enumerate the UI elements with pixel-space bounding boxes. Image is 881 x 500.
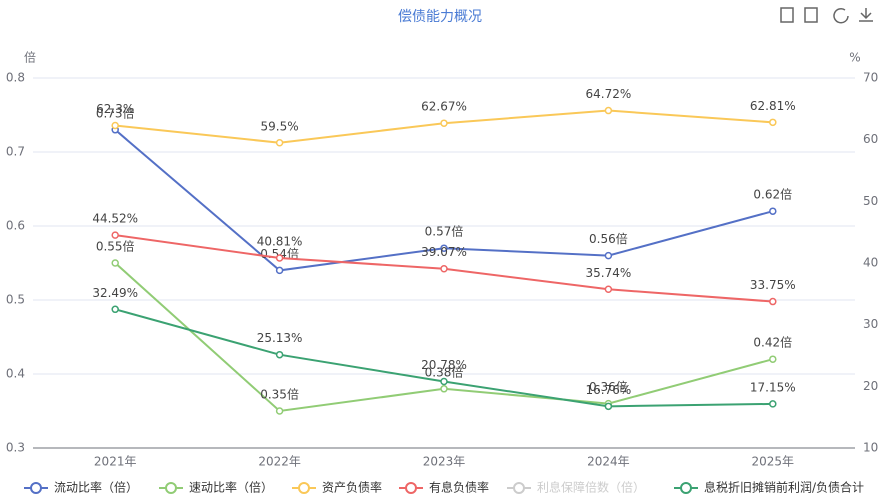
data-point bbox=[111, 231, 119, 239]
data-label: 39.07% bbox=[421, 245, 467, 259]
y-tick-label: 0.5 bbox=[6, 293, 25, 307]
tool-save[interactable] bbox=[780, 7, 794, 23]
x-tick-label: 2022年 bbox=[258, 455, 301, 469]
data-point bbox=[769, 297, 777, 306]
data-label: 0.42倍 bbox=[753, 335, 792, 350]
data-label: 32.49% bbox=[92, 286, 138, 300]
y2-tick-label: 40 bbox=[863, 256, 878, 270]
x-tick-label: 2025年 bbox=[752, 455, 795, 469]
tool-restore[interactable] bbox=[833, 8, 849, 24]
data-point bbox=[440, 264, 448, 273]
x-tick-label: 2024年 bbox=[587, 455, 630, 469]
toolbar[interactable] bbox=[780, 7, 873, 24]
data-point bbox=[769, 355, 777, 363]
data-point bbox=[440, 377, 448, 386]
data-label: 0.56倍 bbox=[589, 231, 628, 246]
legend-marker bbox=[165, 482, 177, 494]
legend-marker bbox=[405, 482, 417, 494]
data-point bbox=[769, 118, 777, 127]
data-label: 0.38倍 bbox=[425, 364, 464, 379]
data-label: 62.3% bbox=[96, 102, 134, 116]
y2-tick-label: 20 bbox=[863, 379, 878, 393]
y-axis-label: 倍 bbox=[24, 50, 36, 65]
data-label: 0.35倍 bbox=[260, 387, 299, 402]
legend-item[interactable]: 流动比率（倍） bbox=[24, 480, 138, 495]
data-label: 62.81% bbox=[750, 99, 796, 113]
y-tick-label: 0.8 bbox=[6, 71, 25, 85]
data-point bbox=[275, 139, 284, 147]
data-point bbox=[275, 407, 284, 415]
legend-marker bbox=[298, 482, 310, 494]
legend-item[interactable]: 息税折旧摊销前利润/负债合计 bbox=[674, 480, 864, 495]
tool-download[interactable] bbox=[859, 8, 873, 22]
legend-label: 有息负债率 bbox=[429, 480, 489, 495]
data-point bbox=[604, 285, 613, 294]
y2-tick-label: 70 bbox=[863, 71, 878, 85]
data-label: 40.81% bbox=[257, 235, 303, 249]
data-label: 16.76% bbox=[586, 383, 632, 397]
data-label: 35.74% bbox=[586, 266, 632, 280]
data-label: 0.55倍 bbox=[96, 239, 135, 254]
data-point bbox=[111, 259, 119, 267]
legend-label: 利息保障倍数（倍） bbox=[537, 480, 645, 495]
x-tick-label: 2021年 bbox=[94, 455, 137, 469]
y-tick-label: 0.4 bbox=[6, 367, 25, 381]
legend-marker bbox=[680, 482, 692, 494]
tool-data-view[interactable] bbox=[804, 7, 818, 23]
data-label: 62.67% bbox=[421, 100, 467, 114]
data-point bbox=[440, 385, 448, 393]
legend-label: 流动比率（倍） bbox=[54, 480, 138, 495]
y-tick-label: 0.6 bbox=[6, 219, 25, 233]
data-point bbox=[440, 119, 448, 127]
data-point bbox=[275, 254, 284, 262]
y-tick-label: 0.3 bbox=[6, 441, 25, 455]
legend-marker bbox=[30, 482, 42, 494]
data-label: 0.57倍 bbox=[425, 224, 464, 239]
data-label: 59.5% bbox=[261, 119, 299, 133]
data-label: 33.75% bbox=[750, 278, 796, 292]
legend-item[interactable]: 资产负债率 bbox=[292, 480, 382, 495]
legend-label: 息税折旧摊销前利润/负债合计 bbox=[704, 480, 864, 495]
x-tick-label: 2023年 bbox=[423, 455, 466, 469]
data-label: 44.52% bbox=[92, 212, 138, 226]
data-point bbox=[440, 244, 448, 252]
y2-tick-label: 50 bbox=[863, 194, 878, 208]
chart-title: 偿债能力概况 bbox=[398, 9, 482, 25]
data-label: 25.13% bbox=[257, 331, 303, 345]
y2-tick-label: 60 bbox=[863, 132, 878, 146]
data-point bbox=[275, 266, 284, 275]
legend-label: 资产负债率 bbox=[322, 480, 382, 495]
legend-item[interactable]: 速动比率（倍） bbox=[159, 480, 273, 495]
data-label: 17.15% bbox=[750, 380, 796, 394]
y2-axis-label: % bbox=[849, 51, 860, 65]
data-point bbox=[604, 106, 613, 115]
data-label: 0.62倍 bbox=[753, 187, 792, 202]
data-label: 64.72% bbox=[586, 87, 632, 101]
data-label: 0.73倍 bbox=[96, 105, 135, 120]
legend-item[interactable]: 利息保障倍数（倍） bbox=[507, 480, 645, 495]
data-point bbox=[604, 251, 613, 260]
data-point bbox=[111, 305, 119, 314]
y2-tick-label: 10 bbox=[863, 441, 878, 455]
data-point bbox=[769, 207, 777, 215]
data-point bbox=[111, 121, 119, 130]
legend-item[interactable]: 有息负债率 bbox=[399, 480, 489, 495]
legend-marker bbox=[513, 482, 525, 494]
data-label: 0.36倍 bbox=[589, 379, 628, 394]
data-point bbox=[604, 402, 613, 411]
legend-label: 速动比率（倍） bbox=[189, 480, 273, 495]
y2-tick-label: 30 bbox=[863, 317, 878, 331]
data-label: 20.78% bbox=[421, 358, 467, 372]
data-point bbox=[275, 350, 284, 359]
data-point bbox=[769, 400, 777, 408]
y-tick-label: 0.7 bbox=[6, 145, 25, 159]
